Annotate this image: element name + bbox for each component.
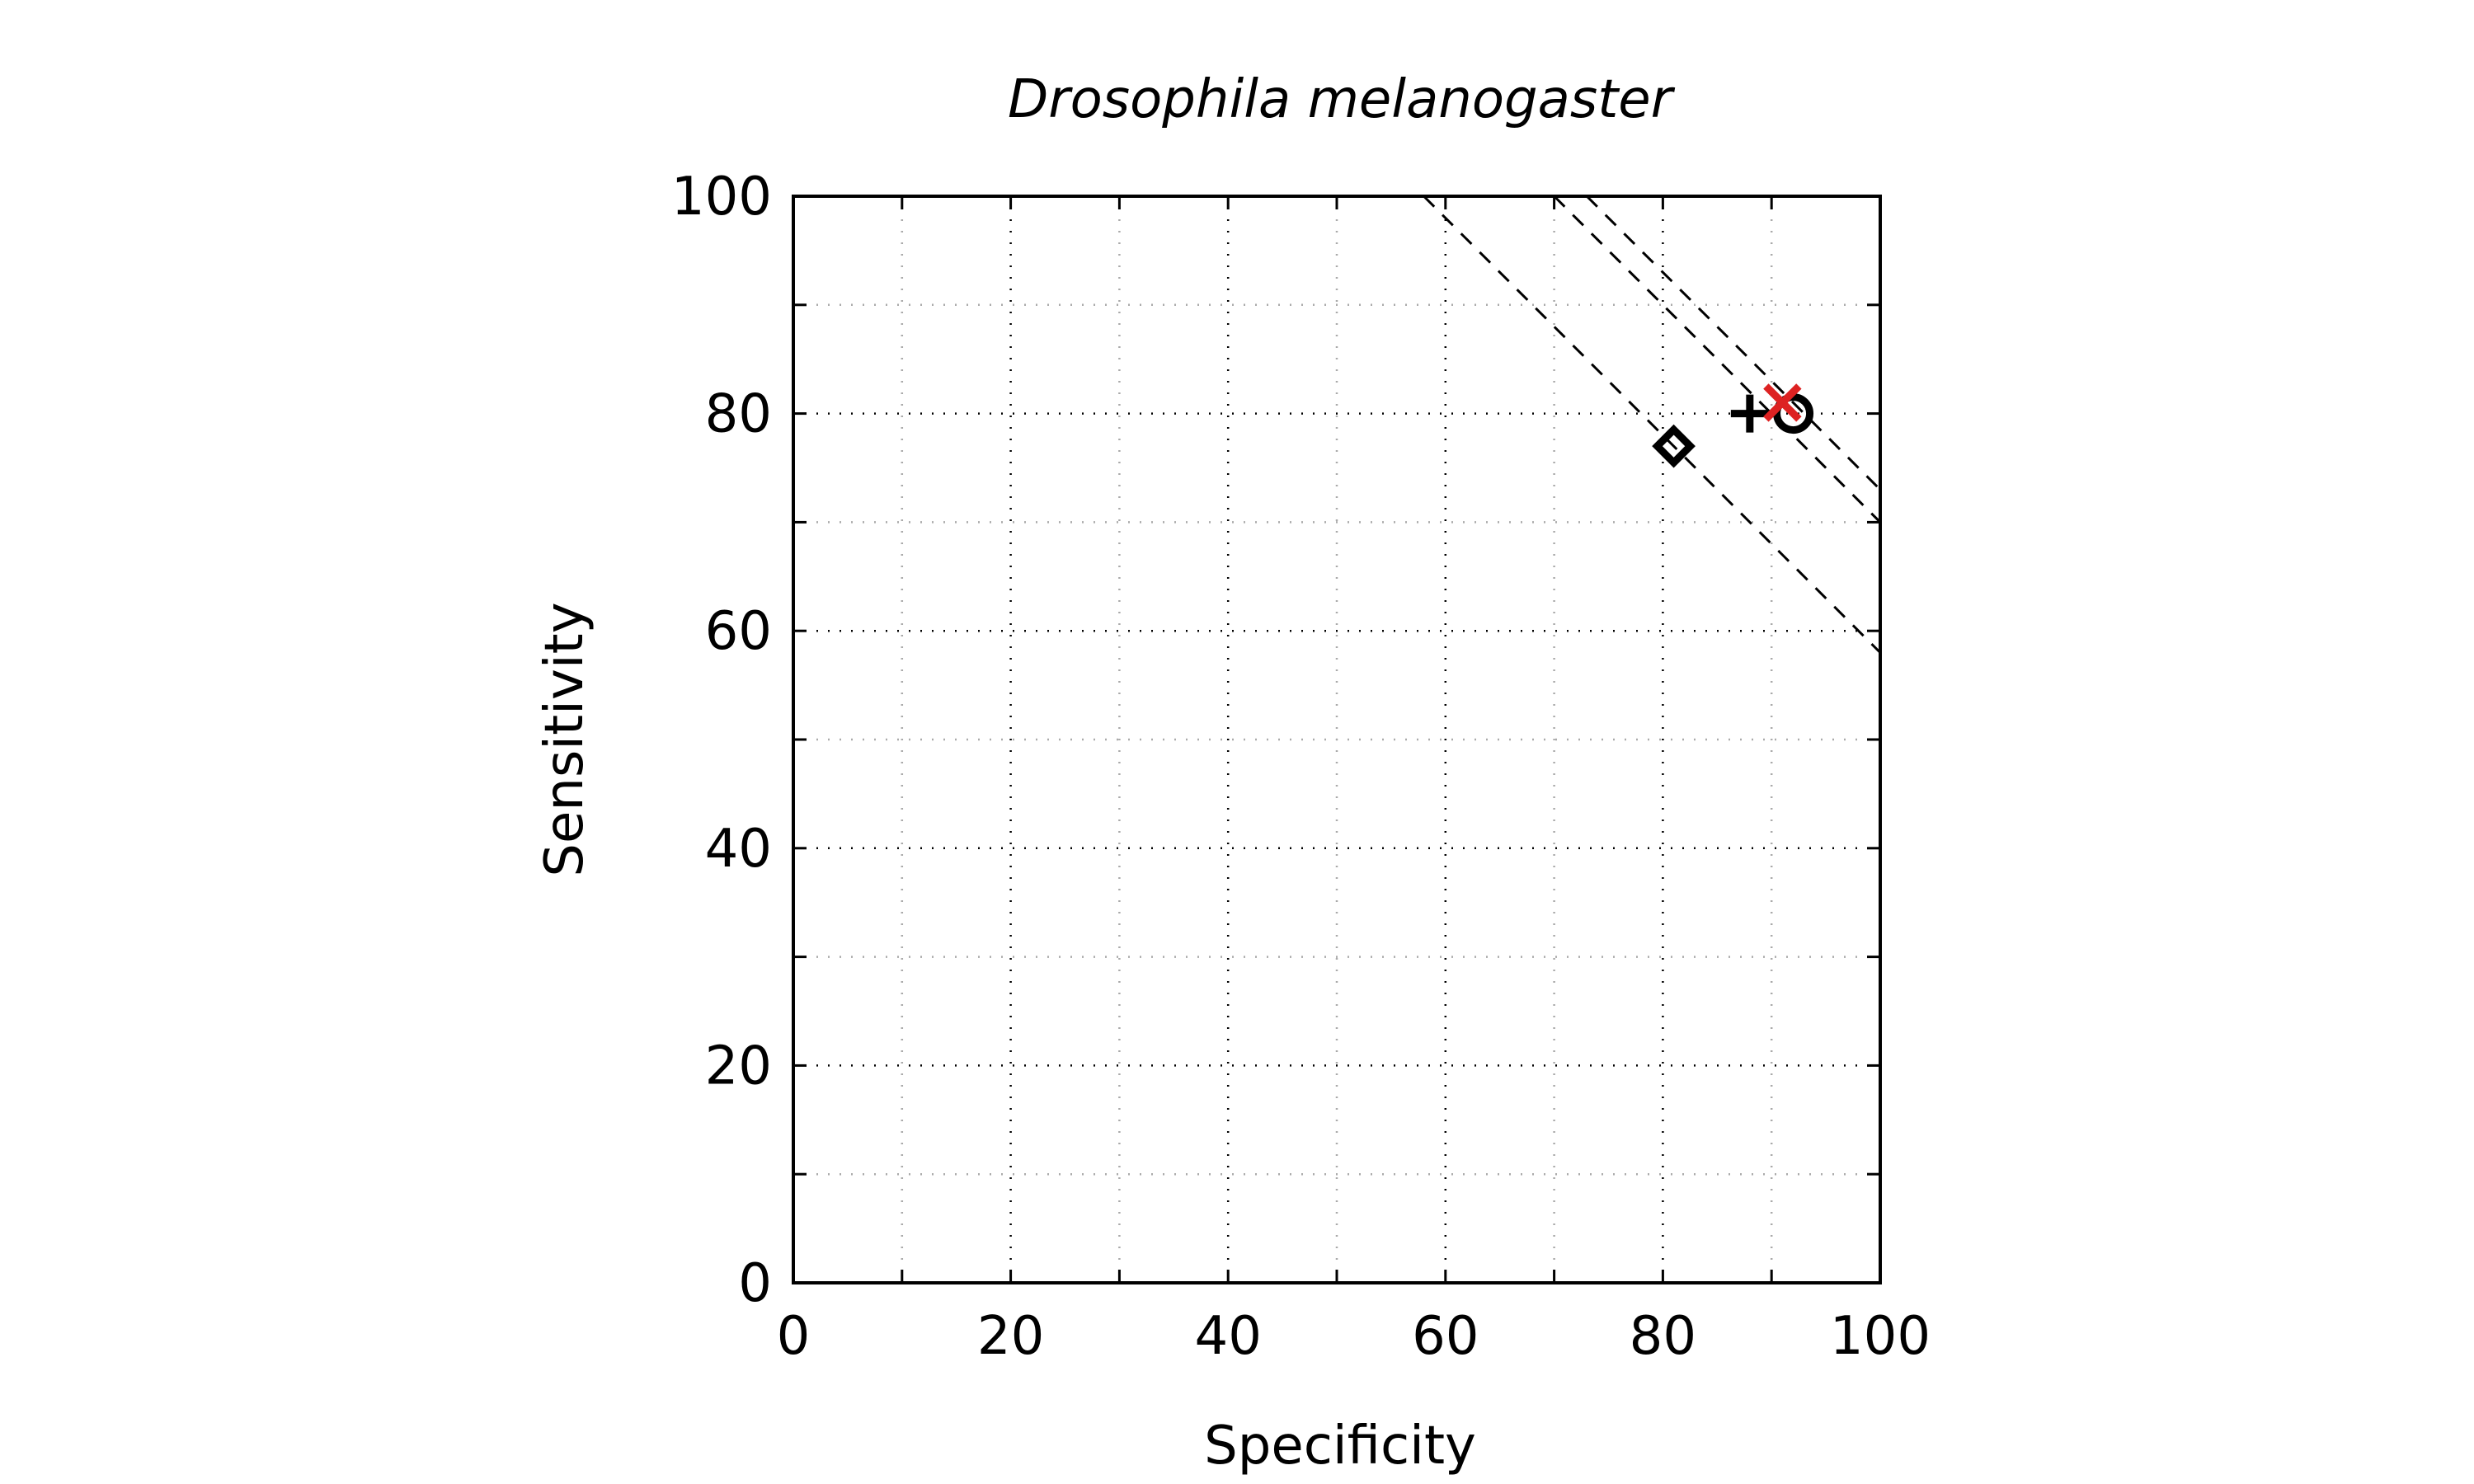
y-tick-label: 60 — [705, 601, 772, 662]
x-tick-label: 80 — [1630, 1306, 1696, 1367]
reference-line — [1553, 196, 1880, 524]
y-tick-label: 100 — [671, 167, 772, 228]
data-point-diamond — [1652, 424, 1696, 468]
chart-title: Drosophila melanogaster — [1008, 69, 1676, 130]
plot-frame — [792, 195, 1882, 1284]
x-tick-label: 20 — [977, 1306, 1044, 1367]
data-point-cross — [1763, 383, 1802, 422]
reference-line — [1423, 196, 1880, 654]
y-tick-label: 0 — [738, 1253, 772, 1314]
y-tick-label: 80 — [705, 384, 772, 445]
x-axis-label: Specificity — [1204, 1416, 1476, 1477]
x-tick-label: 40 — [1194, 1306, 1261, 1367]
x-tick-label: 0 — [777, 1306, 811, 1367]
y-tick-label: 20 — [705, 1036, 772, 1097]
y-axis-label: Sensitivity — [534, 602, 595, 876]
x-tick-label: 60 — [1412, 1306, 1479, 1367]
x-tick-label: 100 — [1830, 1306, 1931, 1367]
data-point-plus — [1730, 394, 1769, 433]
plot-area: 0 20 40 60 80 100 0 20 40 60 80 100 — [671, 167, 1931, 1367]
reference-line — [1586, 196, 1880, 491]
y-tick-label: 40 — [705, 819, 772, 880]
